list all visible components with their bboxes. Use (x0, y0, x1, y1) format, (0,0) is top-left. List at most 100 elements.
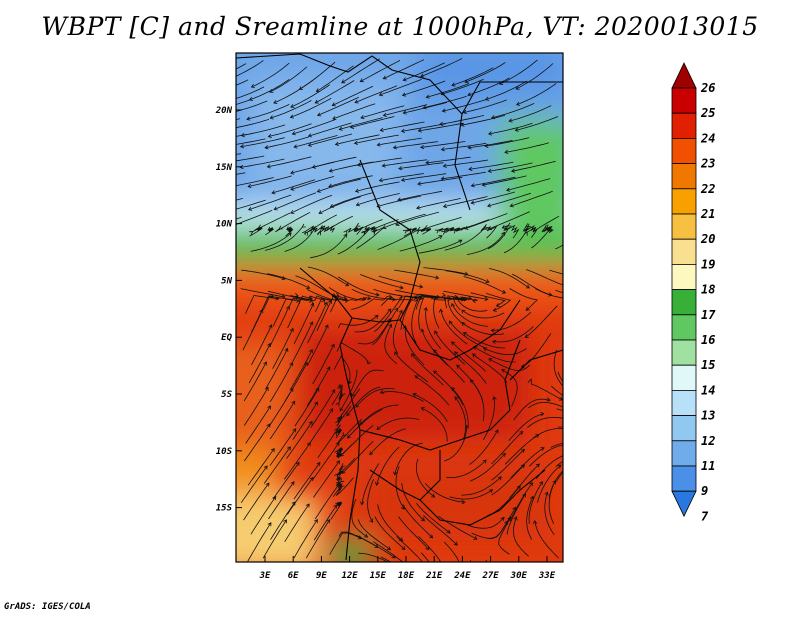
streamline-arrow (401, 92, 407, 97)
streamline (377, 137, 422, 146)
streamline-arrow (270, 293, 275, 299)
streamline-arrow (201, 178, 204, 182)
streamline (383, 59, 425, 80)
streamline-arrow (394, 351, 398, 356)
streamline (401, 483, 425, 522)
streamline-arrow (307, 229, 312, 234)
streamline (287, 477, 314, 515)
streamline-arrow (304, 231, 308, 236)
streamline-arrow (343, 233, 348, 238)
streamline (241, 269, 286, 280)
streamline (418, 295, 435, 331)
streamline-arrow (266, 164, 271, 169)
streamline (482, 175, 527, 186)
colorbar-label: 9 (701, 484, 708, 498)
streamline-arrow (376, 142, 381, 147)
streamline-arrow (199, 207, 202, 211)
streamline (469, 429, 499, 465)
streamline (333, 355, 351, 384)
streamline (290, 176, 335, 190)
streamline-arrow (525, 284, 530, 289)
streamline-arrow (520, 364, 525, 369)
streamline (394, 351, 429, 383)
map-frame (235, 52, 564, 563)
streamline-arrow (378, 178, 383, 183)
streamline (449, 489, 493, 500)
streamline-arrow (334, 450, 339, 455)
lat-label: 15N (216, 163, 233, 173)
streamline-arrow (303, 361, 308, 367)
streamline-arrow (386, 546, 392, 551)
streamline-arrow (484, 296, 489, 302)
streamline-arrow (378, 92, 384, 97)
streamline (318, 196, 361, 214)
streamline (240, 288, 285, 298)
streamline-arrow (271, 190, 276, 195)
streamline-arrow (441, 231, 446, 235)
streamline (447, 295, 465, 326)
streamline (451, 67, 494, 86)
streamline (292, 119, 336, 135)
streamline (516, 83, 557, 106)
streamline (534, 520, 559, 559)
streamline (489, 268, 530, 289)
colorbar-label: 7 (701, 509, 709, 523)
streamline-arrow (363, 533, 369, 538)
streamline (287, 295, 313, 329)
streamline-arrow (420, 144, 425, 150)
streamline (248, 194, 292, 211)
streamline-arrow (292, 428, 297, 433)
streamline-arrow (347, 380, 352, 385)
streamline (508, 413, 544, 441)
streamline (383, 104, 428, 116)
streamline (285, 226, 294, 237)
streamline-arrow (314, 518, 318, 524)
streamline-arrow (369, 518, 374, 523)
streamline-arrow (355, 202, 360, 207)
streamline (473, 346, 516, 363)
streamline-arrow (473, 535, 478, 540)
streamline-arrow (314, 401, 318, 406)
streamline (513, 398, 551, 421)
streamline (314, 481, 342, 520)
streamline-arrow (420, 73, 425, 78)
streamline (451, 387, 469, 429)
streamline-arrow (483, 347, 488, 352)
streamline (250, 232, 292, 252)
streamline (395, 289, 440, 298)
streamline (242, 309, 263, 351)
streamline-arrow (417, 226, 422, 231)
streamline-arrow (482, 459, 487, 464)
lon-label: 33E (538, 571, 556, 581)
streamline (272, 295, 299, 327)
streamline (373, 296, 403, 333)
streamline (411, 353, 444, 386)
streamline (441, 142, 487, 150)
streamline (444, 226, 466, 232)
streamline (272, 462, 300, 500)
streamline-arrow (309, 349, 313, 354)
streamline (236, 118, 241, 121)
streamline (499, 59, 538, 85)
streamline-arrow (294, 293, 299, 298)
streamline (443, 290, 488, 300)
streamline (403, 102, 448, 114)
streamline (351, 498, 368, 538)
streamline-arrow (557, 464, 562, 469)
streamline-arrow (265, 482, 270, 487)
streamline-arrow (427, 595, 431, 598)
streamline (439, 115, 485, 125)
streamline (551, 385, 563, 396)
streamline (310, 389, 336, 428)
streamline-arrow (346, 412, 351, 417)
streamline-arrow (341, 79, 346, 84)
streamline-arrow (354, 99, 359, 104)
streamline-arrow (500, 516, 505, 521)
streamline-arrow (468, 166, 473, 172)
streamline-arrow (353, 140, 359, 145)
streamline (269, 306, 290, 348)
streamline-arrow (272, 495, 277, 501)
streamline (526, 215, 560, 233)
streamline-arrow (435, 275, 440, 280)
streamline (335, 428, 343, 439)
